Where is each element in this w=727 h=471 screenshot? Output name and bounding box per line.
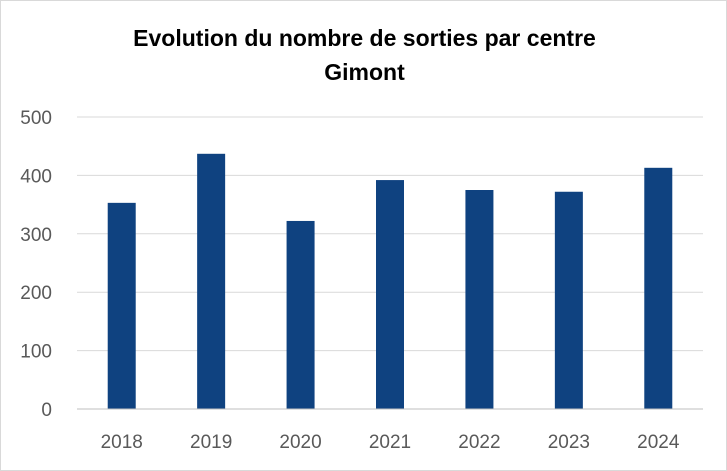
bar-2022 (465, 190, 494, 409)
y-tick-label: 500 (20, 108, 52, 129)
x-tick-label: 2021 (369, 432, 411, 453)
x-tick-label: 2020 (279, 432, 321, 453)
bar-2021 (376, 180, 404, 409)
x-tick-label: 2019 (190, 432, 232, 453)
bar-2024 (644, 167, 673, 409)
bar-2020 (286, 220, 315, 409)
y-tick-label: 400 (20, 166, 52, 187)
bars (107, 153, 673, 409)
x-tick-label: 2018 (101, 432, 143, 453)
y-tick-label: 300 (20, 225, 52, 246)
bar-2018 (107, 202, 136, 409)
y-tick-label: 100 (20, 342, 52, 363)
x-tick-label: 2022 (458, 432, 500, 453)
chart-title-line-1: Evolution du nombre de sorties par centr… (133, 25, 596, 51)
y-tick-label: 200 (20, 283, 52, 304)
x-axis-ticks: 2018 2019 2020 2021 2022 2023 2024 (101, 432, 680, 453)
bar-2019 (197, 153, 226, 409)
y-tick-label: 0 (41, 400, 52, 421)
chart-title-line-2: Gimont (324, 59, 405, 85)
bar-2023 (554, 191, 583, 409)
x-tick-label: 2023 (548, 432, 590, 453)
chart-title: Evolution du nombre de sorties par centr… (1, 21, 727, 89)
y-axis-ticks: 0 100 200 300 400 500 (20, 108, 52, 421)
x-tick-label: 2024 (637, 432, 680, 453)
